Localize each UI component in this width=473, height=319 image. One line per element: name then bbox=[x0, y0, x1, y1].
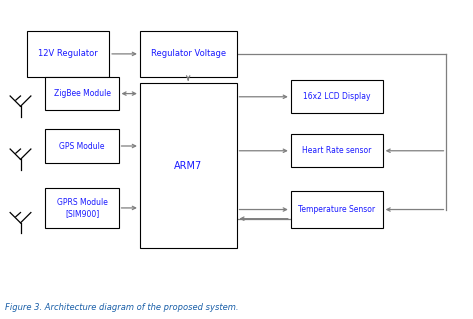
Text: 12V Regulator: 12V Regulator bbox=[38, 49, 98, 58]
Text: Temperature Sensor: Temperature Sensor bbox=[298, 205, 375, 214]
Text: ZigBee Module: ZigBee Module bbox=[53, 89, 111, 98]
Bar bbox=[291, 134, 383, 167]
Text: Regulator Voltage: Regulator Voltage bbox=[150, 49, 226, 58]
Bar bbox=[45, 129, 119, 163]
Bar bbox=[291, 191, 383, 228]
Text: GPS Module: GPS Module bbox=[59, 142, 105, 151]
Bar bbox=[45, 77, 119, 110]
Bar bbox=[291, 80, 383, 114]
Bar bbox=[140, 83, 236, 249]
Text: Figure 3. Architecture diagram of the proposed system.: Figure 3. Architecture diagram of the pr… bbox=[5, 303, 239, 312]
Text: Heart Rate sensor: Heart Rate sensor bbox=[302, 146, 371, 155]
Text: 16x2 LCD Display: 16x2 LCD Display bbox=[303, 92, 370, 101]
Text: ARM7: ARM7 bbox=[174, 161, 202, 171]
Bar bbox=[140, 31, 236, 77]
Bar bbox=[45, 188, 119, 228]
Text: GPRS Module
[SIM900]: GPRS Module [SIM900] bbox=[57, 198, 107, 218]
Bar bbox=[26, 31, 109, 77]
